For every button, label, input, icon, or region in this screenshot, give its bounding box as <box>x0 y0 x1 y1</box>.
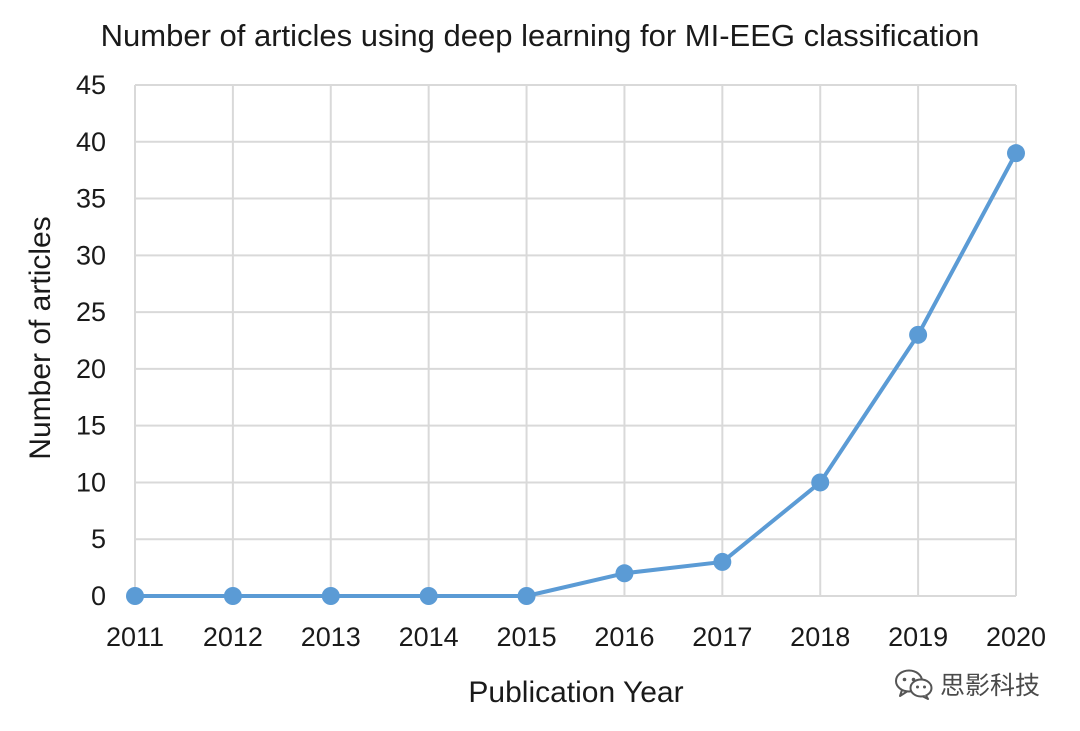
watermark-text: 思影科技 <box>940 671 1041 700</box>
data-point-2019 <box>909 325 928 344</box>
x-tick-label: 2015 <box>497 622 557 652</box>
x-tick-label: 2013 <box>301 622 361 652</box>
x-tick-label: 2018 <box>790 622 850 652</box>
series-line <box>133 151 1018 598</box>
x-axis-ticks: 2011 2012 2013 2014 2015 2016 2017 2018 2019 2020 <box>106 622 1046 652</box>
data-point-2013 <box>321 587 340 605</box>
y-tick-label: 20 <box>76 354 106 384</box>
x-tick-label: 2020 <box>986 622 1046 652</box>
x-tick-label: 2014 <box>399 622 459 652</box>
data-point-2014 <box>419 587 438 605</box>
y-tick-label: 40 <box>76 127 106 157</box>
data-point-2012 <box>223 587 242 605</box>
data-point-2015 <box>517 587 536 605</box>
y-axis-ticks: 0 5 10 15 20 25 30 35 40 45 <box>76 70 106 611</box>
x-axis-title: Publication Year <box>468 676 683 709</box>
y-tick-label: 35 <box>76 184 106 214</box>
x-tick-label: 2019 <box>888 622 948 652</box>
x-tick-label: 2017 <box>692 622 752 652</box>
x-tick-label: 2011 <box>106 622 164 652</box>
y-axis-title: Number of articles <box>24 216 57 459</box>
y-tick-label: 30 <box>76 240 106 270</box>
watermark: 思影科技 <box>894 664 1040 704</box>
data-point-2011 <box>126 587 144 605</box>
y-tick-label: 45 <box>76 70 106 100</box>
chart-title: Number of articles using deep learning f… <box>100 18 980 53</box>
data-point-2020 <box>1007 144 1025 163</box>
wechat-icon <box>895 669 933 700</box>
y-tick-label: 10 <box>76 467 106 497</box>
y-tick-label: 0 <box>91 581 106 611</box>
y-tick-label: 15 <box>76 411 106 441</box>
data-point-2017 <box>713 552 732 571</box>
x-tick-label: 2012 <box>203 622 263 652</box>
data-point-2018 <box>811 473 830 492</box>
series-group <box>126 144 1025 605</box>
data-point-2016 <box>615 564 634 583</box>
x-tick-label: 2016 <box>594 622 654 652</box>
y-tick-label: 25 <box>76 297 106 327</box>
y-tick-label: 5 <box>91 524 106 554</box>
grid <box>134 84 1017 597</box>
